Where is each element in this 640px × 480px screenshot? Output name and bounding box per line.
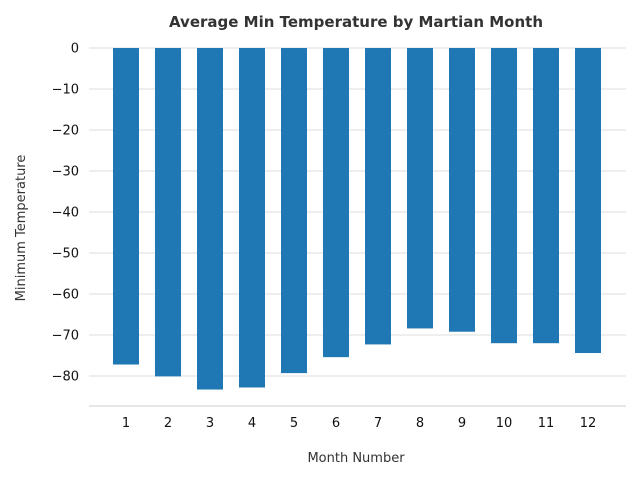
bar-month-4 — [239, 48, 265, 388]
bar-month-9 — [449, 48, 475, 332]
x-tick-label: 9 — [458, 416, 466, 431]
bar-month-6 — [323, 48, 349, 358]
bar-month-2 — [155, 48, 181, 377]
bar-month-11 — [533, 48, 559, 344]
bar-month-1 — [113, 48, 139, 365]
x-tick-label: 6 — [332, 416, 340, 431]
chart-title: Average Min Temperature by Martian Month — [169, 13, 543, 31]
y-tick-label: −50 — [52, 247, 79, 262]
bar-month-10 — [491, 48, 517, 344]
bar-month-3 — [197, 48, 223, 390]
x-tick-label: 2 — [164, 416, 172, 431]
x-tick-label: 4 — [248, 416, 256, 431]
y-tick-label: −70 — [52, 329, 79, 344]
x-tick-label: 12 — [580, 416, 597, 431]
x-tick-label: 11 — [538, 416, 555, 431]
x-tick-label: 8 — [416, 416, 424, 431]
bar-month-7 — [365, 48, 391, 345]
bar-month-8 — [407, 48, 433, 329]
x-tick-label: 1 — [122, 416, 130, 431]
y-tick-label: −20 — [52, 124, 79, 139]
y-tick-label: −40 — [52, 206, 79, 221]
y-tick-label: −10 — [52, 83, 79, 98]
y-tick-label: −30 — [52, 165, 79, 180]
y-tick-label: −60 — [52, 288, 79, 303]
bars-layer — [113, 48, 601, 390]
x-tick-labels: 1 2 3 4 5 6 7 8 9 10 11 12 — [122, 416, 596, 431]
x-tick-label: 5 — [290, 416, 298, 431]
y-tick-label: 0 — [71, 42, 79, 57]
x-tick-label: 10 — [496, 416, 513, 431]
x-axis-label: Month Number — [307, 451, 405, 466]
y-tick-label: −80 — [52, 370, 79, 385]
bar-month-12 — [575, 48, 601, 354]
y-tick-labels: 0 −10 −20 −30 −40 −50 −60 −70 −80 — [52, 42, 79, 385]
bar-month-5 — [281, 48, 307, 374]
x-tick-label: 7 — [374, 416, 382, 431]
x-tick-label: 3 — [206, 416, 214, 431]
y-axis-label: Minimum Temperature — [14, 155, 29, 302]
